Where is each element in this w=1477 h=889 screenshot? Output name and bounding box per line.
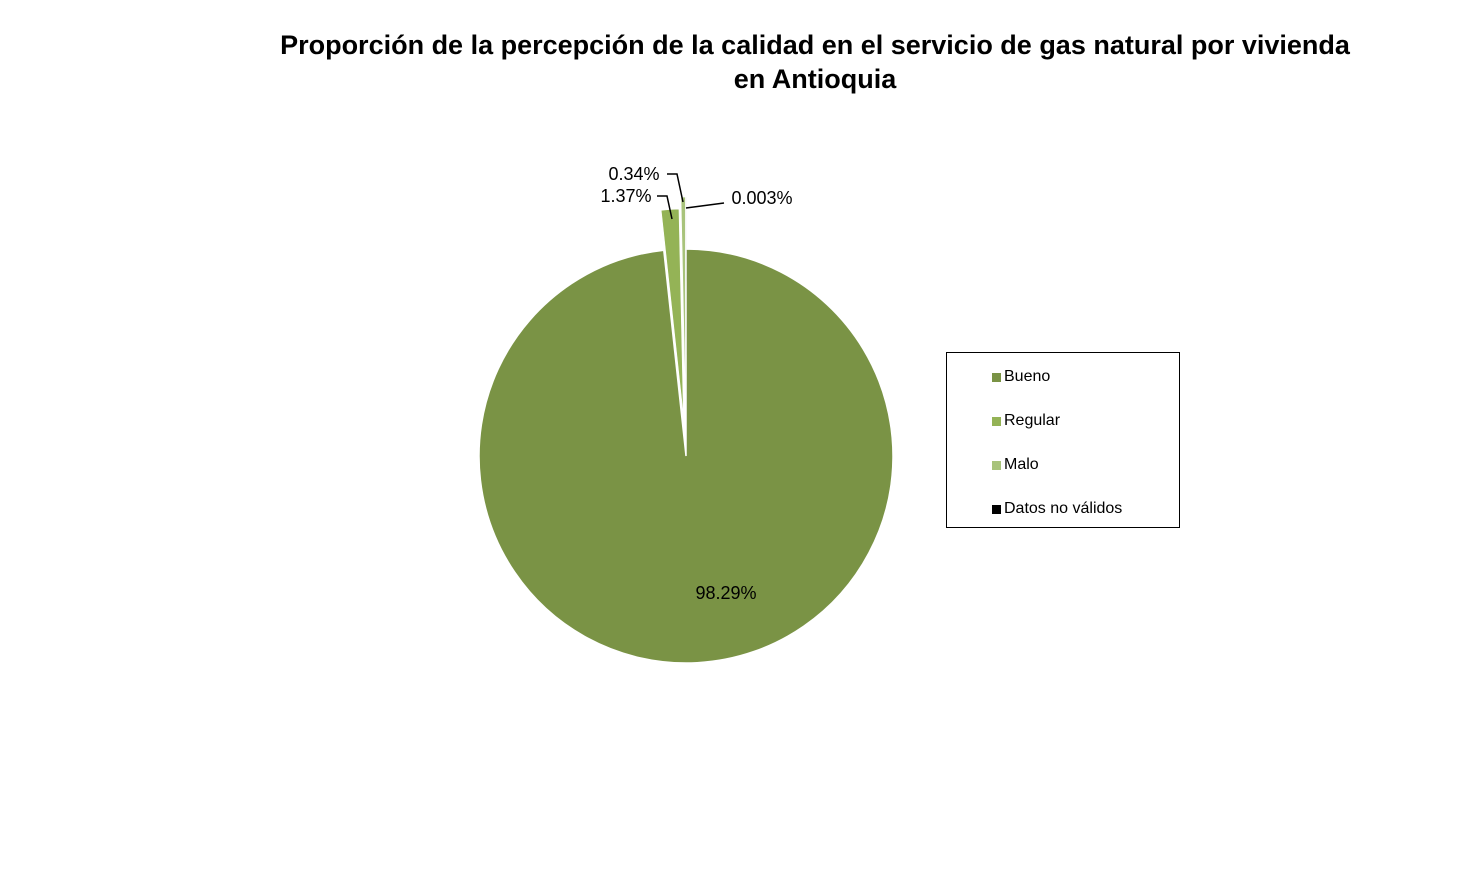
legend-swatch-bueno [992,372,1001,382]
legend-swatch-datos-no-validos [992,504,1001,514]
legend-swatch-malo [992,460,1001,470]
legend-item-regular: Regular [992,411,1060,431]
legend-swatch-regular [992,416,1001,426]
legend-label-regular: Regular [1004,412,1061,429]
leader-line-malo [667,173,684,203]
legend-label-bueno: Bueno [1004,368,1051,385]
legend-item-bueno: Bueno [992,367,1050,387]
legend-item-malo: Malo [992,455,1039,475]
chart-title-line-2: en Antioquia [733,64,897,94]
pie-slice-bueno [478,248,894,664]
leader-line-regular [657,195,673,220]
leader-line-datos-no-validos [685,202,725,209]
data-label-datos-no-validos: 0.003% [731,188,792,208]
data-label-regular: 1.37% [600,186,651,206]
chart-title: Proporción de la percepción de la calida… [190,28,1440,96]
chart-legend: Bueno Regular Malo Datos no válidos [946,352,1180,528]
chart-title-line-1: Proporción de la percepción de la calida… [280,30,1350,60]
legend-item-datos-no-validos: Datos no válidos [992,499,1122,519]
legend-label-datos-no-validos: Datos no válidos [1004,500,1123,517]
pie-slice-malo [680,196,686,405]
data-label-malo: 0.34% [608,164,659,184]
data-label-bueno: 98.29% [695,583,756,603]
legend-label-malo: Malo [1004,456,1039,473]
